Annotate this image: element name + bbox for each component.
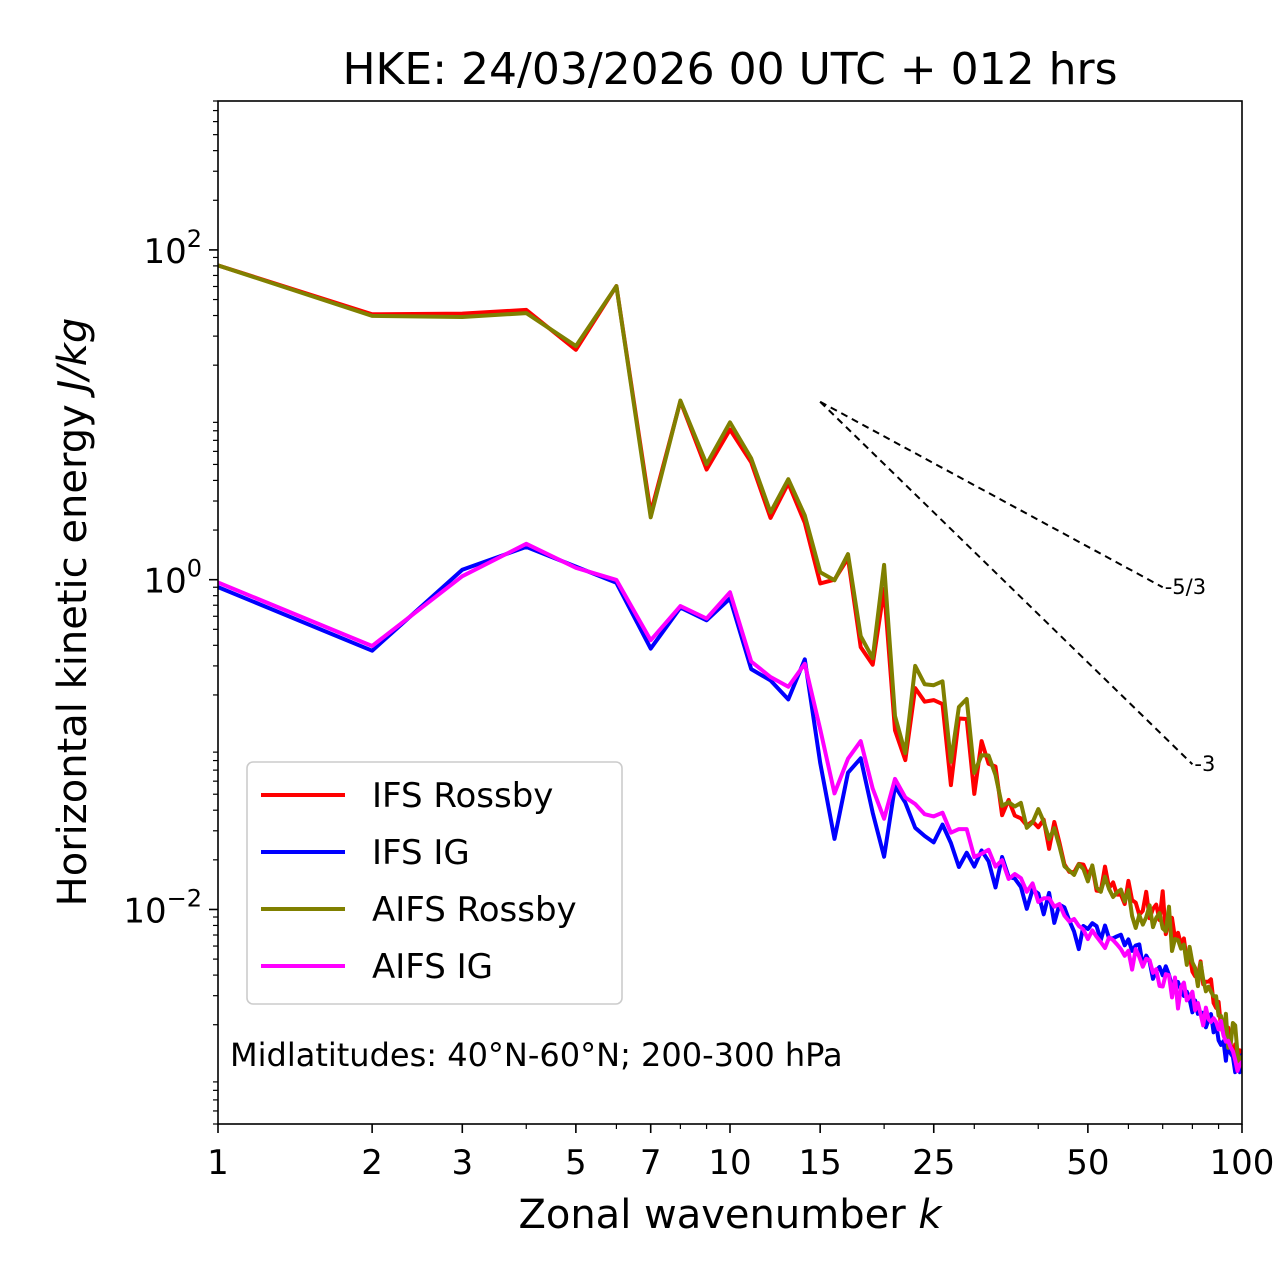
reference-line-label: -3 (1194, 752, 1215, 776)
y-tick-label: 100 (143, 555, 202, 602)
x-axis: 1 2 3 5 7 10 15 25 50 100 (207, 1124, 1274, 1183)
reference-line (819, 401, 1194, 765)
x-tick-label: 25 (912, 1143, 955, 1183)
x-tick-label: 5 (565, 1143, 587, 1183)
x-tick-label: 1 (207, 1143, 229, 1183)
series-layer (218, 263, 1242, 1075)
x-tick-label: 15 (799, 1143, 842, 1183)
legend-label: IFS IG (372, 833, 470, 873)
legend-label: AIFS IG (372, 947, 493, 987)
x-tick-label: 2 (361, 1143, 383, 1183)
x-tick-label: 50 (1066, 1143, 1109, 1183)
x-tick-label: 10 (708, 1143, 751, 1183)
x-tick-label: 100 (1210, 1143, 1275, 1183)
reference-slopes: -5/3 -3 (819, 400, 1215, 776)
region-annotation: Midlatitudes: 40°N-60°N; 200-300 hPa (230, 1036, 843, 1074)
reference-line-label: -5/3 (1165, 575, 1206, 599)
legend: IFS Rossby IFS IG AIFS Rossby AIFS IG (246, 761, 623, 1005)
y-tick-label: 10−2 (123, 884, 202, 931)
x-tick-label: 7 (640, 1143, 662, 1183)
series-line (218, 541, 1242, 1073)
reference-line (819, 400, 1164, 589)
y-tick-label: 102 (143, 225, 202, 272)
series-line (218, 263, 1242, 1069)
y-axis: 10−2 100 102 (123, 100, 218, 1125)
x-tick-label: 3 (451, 1143, 473, 1183)
chart-title: HKE: 24/03/2026 00 UTC + 012 hrs (342, 44, 1117, 95)
legend-label: AIFS Rossby (372, 890, 577, 930)
legend-label: IFS Rossby (372, 776, 553, 816)
legend-box (246, 761, 623, 1005)
y-axis-label: Horizontal kinetic energy J/kg (50, 318, 96, 907)
x-axis-label: Zonal wavenumber k (518, 1192, 943, 1238)
